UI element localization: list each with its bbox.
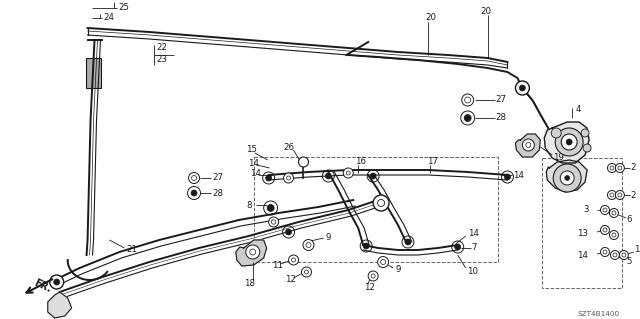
Text: 9: 9 <box>395 265 401 275</box>
Circle shape <box>600 248 609 256</box>
Circle shape <box>522 139 534 151</box>
Circle shape <box>600 205 609 214</box>
Text: 28: 28 <box>212 189 223 197</box>
Circle shape <box>564 175 570 181</box>
Circle shape <box>461 94 474 106</box>
Circle shape <box>520 85 525 91</box>
Text: 13: 13 <box>577 228 588 238</box>
Text: 12: 12 <box>285 276 296 285</box>
Text: 25: 25 <box>118 4 129 12</box>
Text: 23: 23 <box>156 56 167 64</box>
Text: 4: 4 <box>575 106 580 115</box>
Polygon shape <box>515 134 540 157</box>
Circle shape <box>378 256 388 268</box>
Circle shape <box>370 173 376 179</box>
Polygon shape <box>547 160 587 192</box>
Circle shape <box>551 128 561 138</box>
Circle shape <box>611 250 620 259</box>
Text: 20: 20 <box>425 13 436 23</box>
Circle shape <box>284 173 294 183</box>
Polygon shape <box>236 240 267 266</box>
Text: 1: 1 <box>634 246 639 255</box>
Circle shape <box>191 190 197 196</box>
Circle shape <box>609 209 618 218</box>
Text: 14: 14 <box>577 250 588 259</box>
Text: 2: 2 <box>631 164 636 173</box>
Circle shape <box>54 279 60 285</box>
Circle shape <box>556 128 583 156</box>
Text: 14: 14 <box>248 159 259 167</box>
Circle shape <box>50 275 64 289</box>
Circle shape <box>266 175 271 181</box>
Circle shape <box>301 267 312 277</box>
Text: 26: 26 <box>284 143 294 152</box>
Circle shape <box>504 174 511 180</box>
Text: 20: 20 <box>480 8 491 17</box>
Circle shape <box>607 190 616 199</box>
Text: 11: 11 <box>271 262 283 271</box>
Circle shape <box>373 195 389 211</box>
Circle shape <box>189 173 200 183</box>
Text: 22: 22 <box>156 42 167 51</box>
Circle shape <box>303 240 314 250</box>
Circle shape <box>455 244 461 250</box>
Circle shape <box>267 204 274 211</box>
Text: 14: 14 <box>250 168 260 177</box>
Text: 21: 21 <box>126 246 138 255</box>
Text: 19: 19 <box>553 153 564 162</box>
Circle shape <box>560 171 574 185</box>
Circle shape <box>515 81 529 95</box>
Circle shape <box>616 190 625 199</box>
Circle shape <box>620 250 628 259</box>
Text: 14: 14 <box>513 170 524 180</box>
Circle shape <box>269 217 278 227</box>
Circle shape <box>600 226 609 234</box>
Text: 6: 6 <box>627 216 632 225</box>
FancyBboxPatch shape <box>86 58 102 88</box>
Circle shape <box>246 245 260 259</box>
Circle shape <box>363 243 369 249</box>
Circle shape <box>581 129 589 137</box>
Text: FR.: FR. <box>32 278 52 294</box>
Text: 9: 9 <box>325 233 331 241</box>
Text: 24: 24 <box>104 13 115 23</box>
Circle shape <box>343 168 353 178</box>
Circle shape <box>285 229 292 235</box>
Text: 12: 12 <box>364 284 375 293</box>
Polygon shape <box>544 122 589 163</box>
Polygon shape <box>48 292 72 318</box>
Text: SZT4B1400: SZT4B1400 <box>577 311 620 317</box>
Circle shape <box>553 164 581 192</box>
Circle shape <box>464 115 471 122</box>
Circle shape <box>405 239 411 245</box>
Circle shape <box>561 134 577 150</box>
Text: 15: 15 <box>246 145 257 154</box>
Circle shape <box>566 139 572 145</box>
Circle shape <box>289 255 298 265</box>
Text: 8: 8 <box>247 201 252 210</box>
Circle shape <box>368 271 378 281</box>
Text: 27: 27 <box>495 95 506 105</box>
Text: 18: 18 <box>244 278 255 287</box>
Circle shape <box>583 144 591 152</box>
Text: 27: 27 <box>212 174 223 182</box>
Text: 3: 3 <box>584 205 589 214</box>
Text: 7: 7 <box>472 243 477 253</box>
Text: 17: 17 <box>427 158 438 167</box>
Circle shape <box>607 164 616 173</box>
Circle shape <box>298 157 308 167</box>
Circle shape <box>325 173 332 179</box>
Text: 16: 16 <box>355 158 366 167</box>
Text: 14: 14 <box>468 228 479 238</box>
Text: 28: 28 <box>495 114 506 122</box>
Text: 5: 5 <box>627 257 632 266</box>
Circle shape <box>616 164 625 173</box>
Circle shape <box>609 231 618 240</box>
Text: 2: 2 <box>631 190 636 199</box>
Text: 10: 10 <box>467 268 477 277</box>
